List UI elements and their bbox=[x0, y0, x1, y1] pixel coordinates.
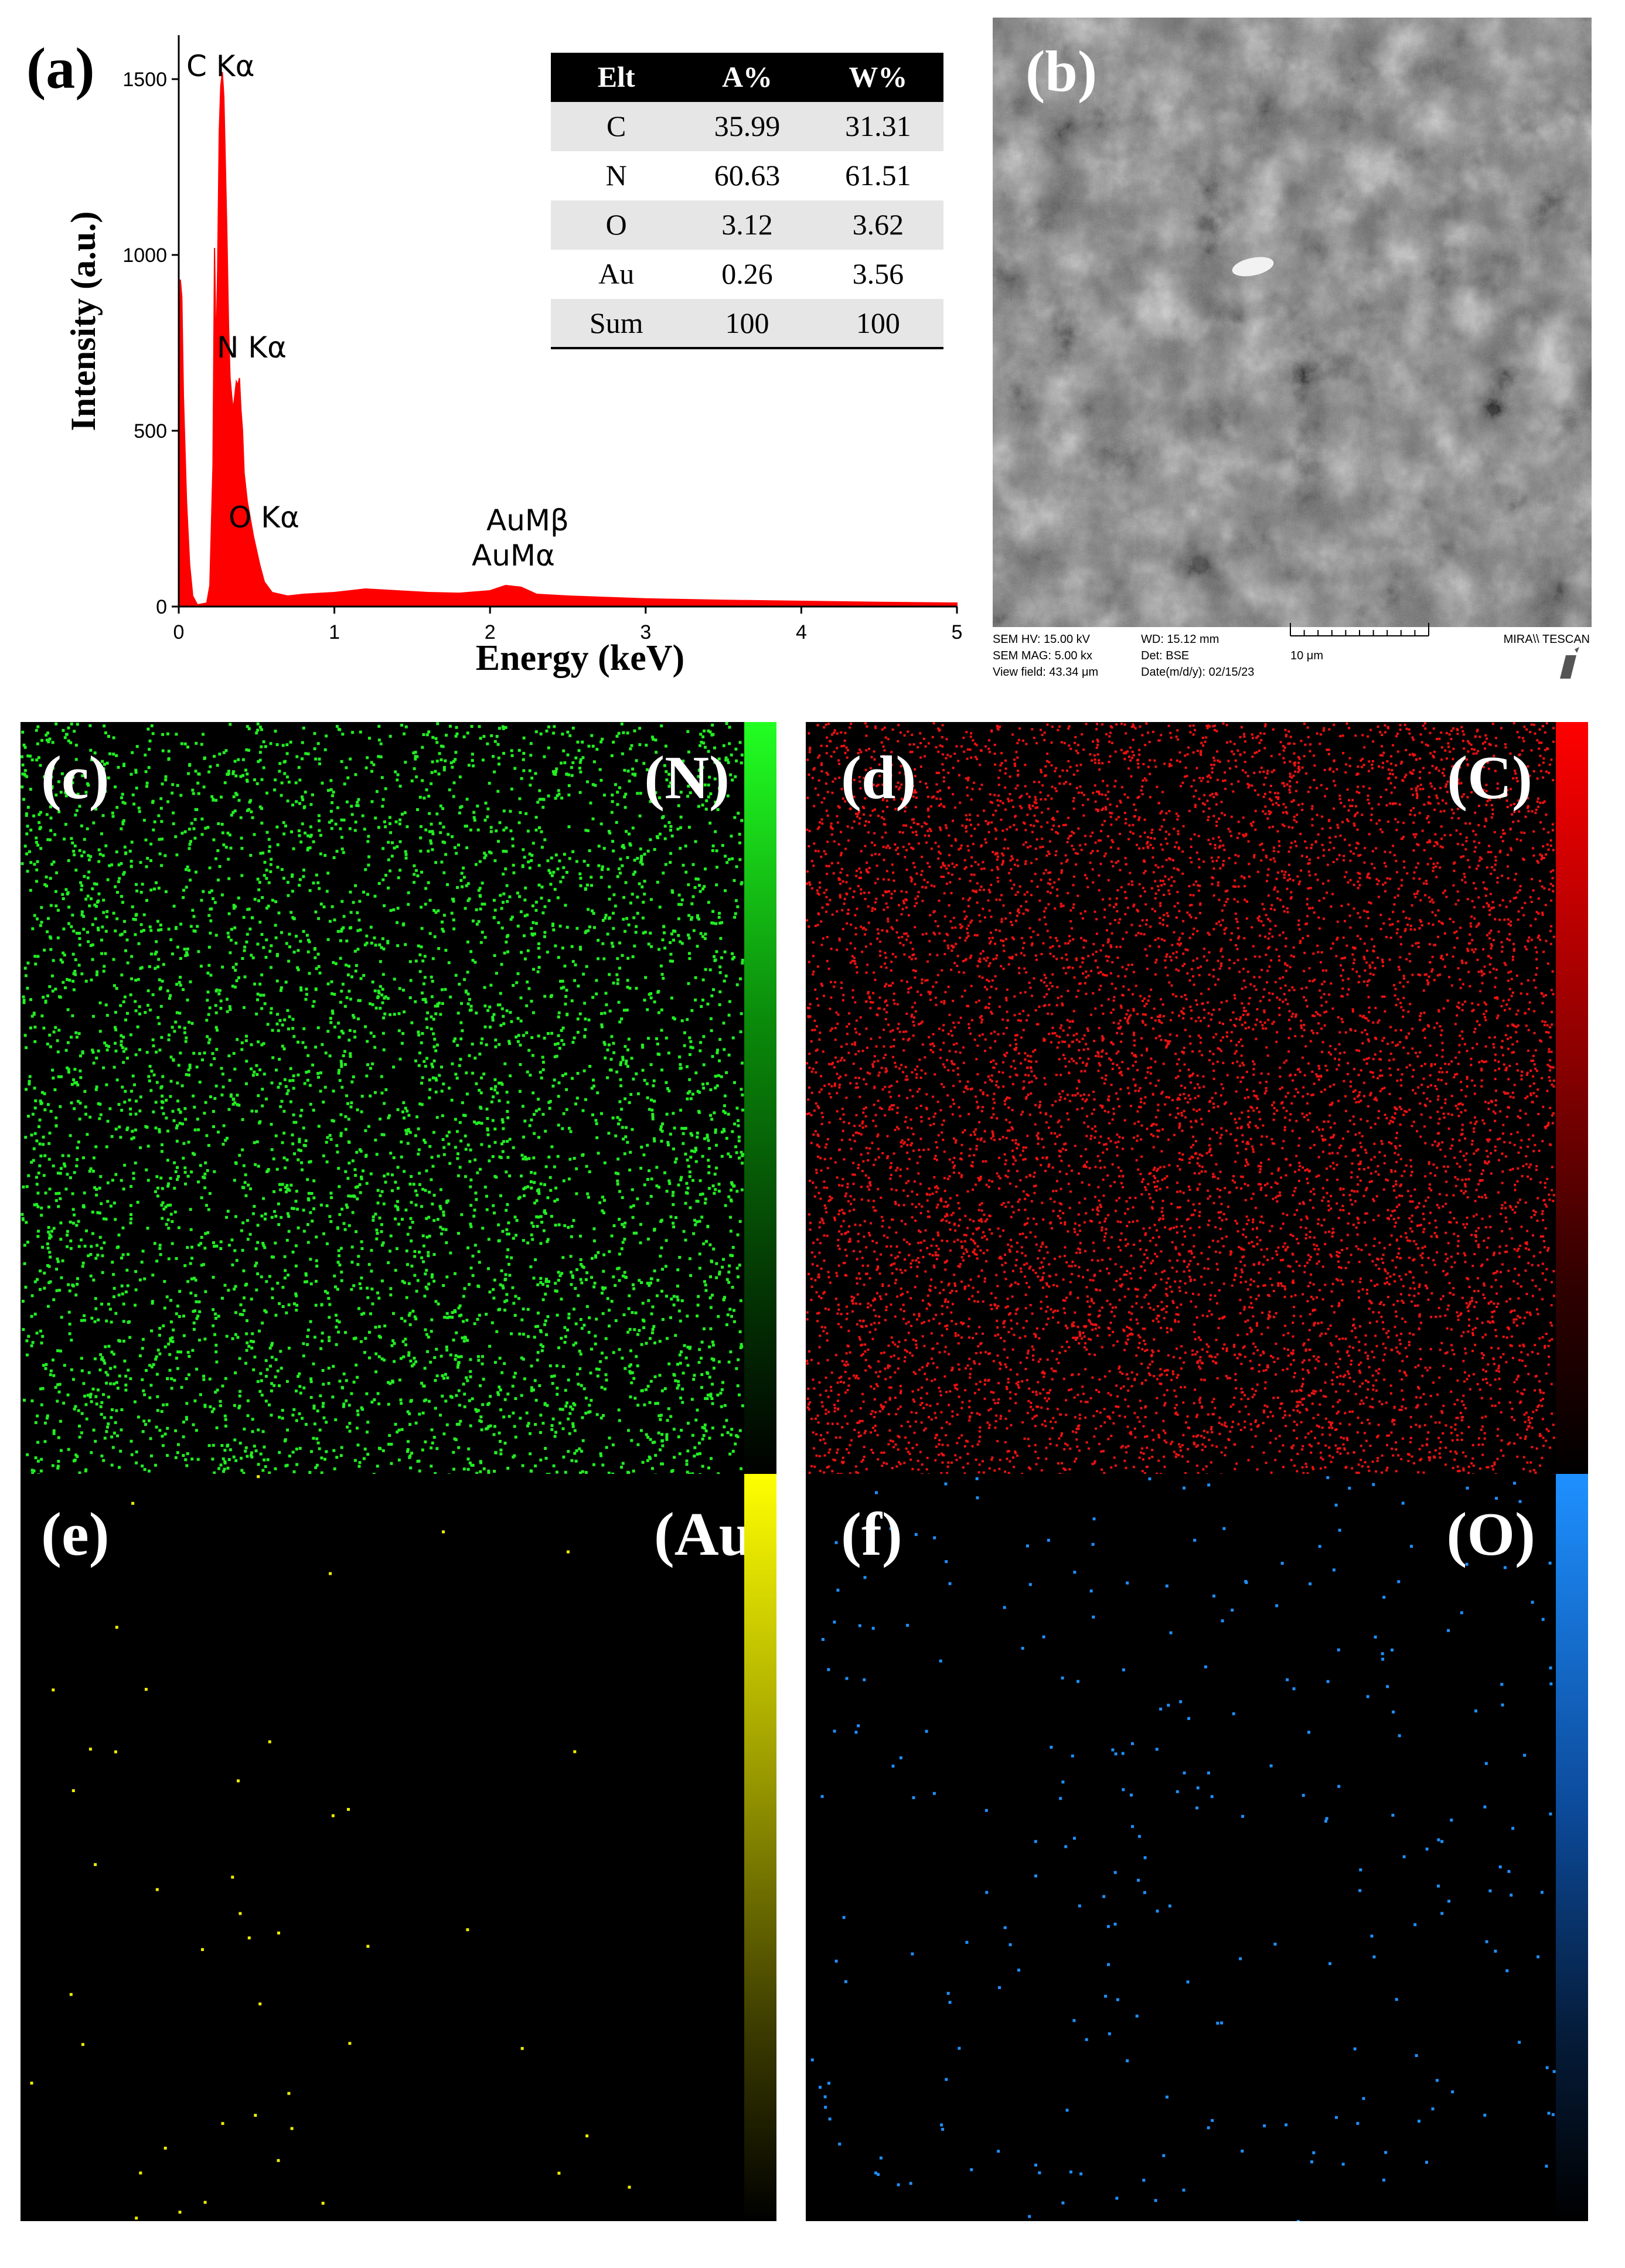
sem-info-date: Date(m/d/y): 02/15/23 bbox=[1141, 666, 1254, 679]
sem-info-mag: SEM MAG: 5.00 kx bbox=[993, 649, 1092, 662]
sem-scale-bar bbox=[1290, 623, 1429, 636]
element-label-c: (C) bbox=[1447, 743, 1532, 812]
panel-label-a: (a) bbox=[26, 36, 95, 101]
tescan-logo-icon bbox=[1560, 655, 1576, 679]
element-label-n: (N) bbox=[644, 743, 730, 812]
table-cell: 60.63 bbox=[714, 159, 781, 192]
sem-scale-label: 10 μm bbox=[1290, 649, 1323, 662]
eds-spectrum-chart: (a) 0 1 2 3 4 5 0 500 1000 1500 Energy (keV) Inte… bbox=[26, 35, 963, 678]
y-tick-label: 500 bbox=[134, 420, 167, 442]
table-cell: C bbox=[607, 110, 626, 142]
sem-fine-texture bbox=[993, 18, 1592, 627]
x-tick-label: 1 bbox=[329, 621, 340, 643]
y-tick-label: 1500 bbox=[122, 69, 167, 91]
eds-map-carbon: (d) (C) bbox=[806, 722, 1588, 1474]
x-tick-label: 5 bbox=[952, 621, 963, 643]
table-header-cell: A% bbox=[722, 60, 772, 93]
table-cell: N bbox=[606, 159, 627, 192]
sem-info-field: View field: 43.34 μm bbox=[993, 666, 1098, 679]
sem-info-wd: WD: 15.12 mm bbox=[1141, 633, 1219, 646]
table-cell: Au bbox=[598, 257, 634, 290]
sem-image: (b) SEM HV: 15.00 kV SEM MAG: 5.00 kx Vi… bbox=[993, 18, 1592, 692]
peak-label: N Kα bbox=[217, 331, 287, 365]
x-tick-label: 4 bbox=[796, 621, 807, 643]
peak-label: O Kα bbox=[229, 500, 299, 534]
y-tick-label: 0 bbox=[156, 596, 167, 618]
table-cell: 61.51 bbox=[845, 159, 911, 192]
eds-map-oxygen: (f) (O) bbox=[806, 1474, 1588, 2221]
panel-label-c: (c) bbox=[41, 743, 110, 812]
panel-label-e: (e) bbox=[41, 1500, 110, 1568]
table-cell: 100 bbox=[725, 307, 769, 339]
eds-map-nitrogen: (c) (N) bbox=[21, 722, 776, 1474]
peak-label: AuMα bbox=[472, 539, 555, 573]
sem-info-hv: SEM HV: 15.00 kV bbox=[993, 633, 1091, 646]
element-signal-dots bbox=[810, 1476, 1556, 2221]
panel-label-f: (f) bbox=[841, 1500, 902, 1568]
panel-label-b: (b) bbox=[1026, 39, 1097, 104]
element-signal-dots bbox=[806, 722, 1555, 1474]
table-cell: 31.31 bbox=[845, 110, 911, 142]
x-axis-label: Energy (keV) bbox=[476, 638, 684, 678]
x-tick-label: 0 bbox=[173, 621, 185, 643]
carbon-dots bbox=[806, 722, 1555, 1474]
table-row-shade bbox=[551, 299, 943, 348]
sem-brand: MIRA\\ TESCAN bbox=[1504, 633, 1590, 646]
table-cell: 3.62 bbox=[853, 208, 904, 241]
table-header-cell: Elt bbox=[598, 60, 635, 93]
y-axis-label: Intensity (a.u.) bbox=[64, 211, 103, 431]
table-header-cell: W% bbox=[849, 60, 907, 93]
peak-label: AuMβ bbox=[486, 503, 569, 537]
sem-info-bar bbox=[993, 627, 1592, 692]
colorbar-oxygen bbox=[1556, 1474, 1588, 2221]
sem-image-panel: (b) SEM HV: 15.00 kV SEM MAG: 5.00 kx Vi… bbox=[990, 0, 1625, 697]
table-cell: 3.12 bbox=[721, 208, 773, 241]
spectrum-area bbox=[178, 71, 958, 607]
peak-label: C Kα bbox=[186, 49, 255, 83]
table-cell: 0.26 bbox=[721, 257, 773, 290]
x-tick-label: 3 bbox=[640, 621, 651, 643]
panel-label-d: (d) bbox=[841, 743, 917, 812]
sem-bright-particle bbox=[1232, 257, 1274, 277]
tescan-logo-tip-icon bbox=[1575, 647, 1579, 653]
element-label-o: (O) bbox=[1446, 1500, 1535, 1568]
sem-info-det: Det: BSE bbox=[1141, 649, 1189, 662]
element-signal-dots bbox=[30, 1475, 631, 2220]
table-row-shade bbox=[551, 200, 943, 250]
nitrogen-dots bbox=[21, 722, 744, 1474]
oxygen-dots bbox=[810, 1476, 1556, 2221]
table-header-row bbox=[551, 53, 943, 102]
element-signal-dots bbox=[21, 722, 744, 1474]
table-cell: 35.99 bbox=[714, 110, 781, 142]
colorbar-carbon bbox=[1556, 722, 1588, 1474]
x-tick-label: 2 bbox=[485, 621, 496, 643]
table-row-shade bbox=[551, 102, 943, 151]
table-cell: 3.56 bbox=[853, 257, 904, 290]
eds-spectrum-panel: (a) 0 1 2 3 4 5 0 500 1000 1500 Energy (keV) Inte… bbox=[0, 0, 990, 697]
gold-dots bbox=[30, 1475, 631, 2220]
eds-map-gold: (e) (Au) bbox=[21, 1474, 776, 2221]
table-cell: 100 bbox=[856, 307, 900, 339]
table-cell: O bbox=[606, 208, 627, 241]
y-tick-label: 1000 bbox=[122, 244, 167, 267]
table-cell: Sum bbox=[590, 307, 643, 339]
colorbar-nitrogen bbox=[744, 722, 776, 1474]
colorbar-gold bbox=[744, 1474, 776, 2221]
